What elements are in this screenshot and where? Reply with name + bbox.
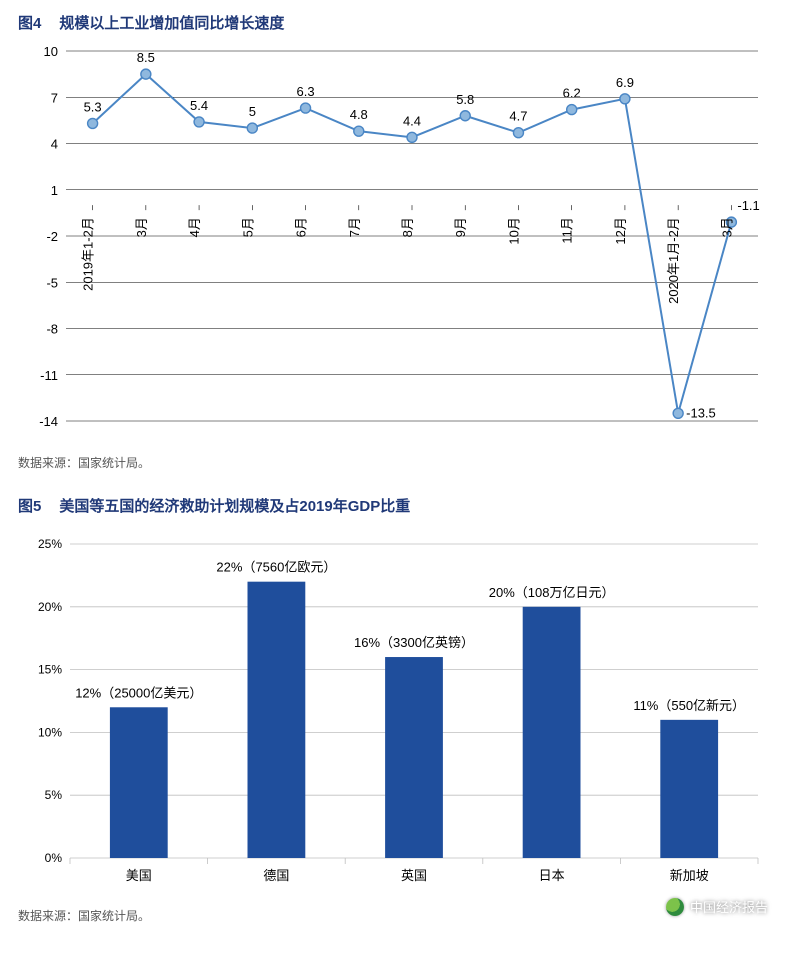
chart4-value-label: -1.1 bbox=[737, 198, 759, 213]
chart5-title-num: 图5 bbox=[18, 495, 41, 516]
chart4-category-label: 8月 bbox=[400, 217, 415, 237]
chart5-category-label: 日本 bbox=[539, 868, 565, 883]
chart4-value-label: 5.8 bbox=[456, 92, 474, 107]
chart4-category-label: 10月 bbox=[506, 217, 521, 244]
chart4-marker bbox=[567, 105, 577, 115]
chart4-value-label: 8.5 bbox=[137, 50, 155, 65]
chart4-value-label: 4.8 bbox=[350, 107, 368, 122]
chart4-ytick: 4 bbox=[51, 137, 58, 152]
chart5-bar-label: 11%（550亿新元） bbox=[633, 698, 745, 713]
chart5-bar bbox=[248, 582, 306, 858]
chart5-ytick: 0% bbox=[45, 851, 63, 865]
chart5-bar-label: 16%（3300亿英镑） bbox=[354, 635, 474, 650]
chart4-block: 图4 规模以上工业增加值同比增长速度 -14 -11 -8 -5 -2 1 4 7 10 5.3 2… bbox=[18, 12, 780, 471]
chart5-category-label: 美国 bbox=[126, 868, 152, 883]
chart4-marker bbox=[88, 118, 98, 128]
chart5-title-row: 图5 美国等五国的经济救助计划规模及占2019年GDP比重 bbox=[18, 495, 780, 516]
chart5-ytick: 20% bbox=[38, 600, 62, 614]
chart4-title-row: 图4 规模以上工业增加值同比增长速度 bbox=[18, 12, 780, 33]
chart4-value-label: 6.9 bbox=[616, 75, 634, 90]
chart4-value-label: 6.3 bbox=[296, 84, 314, 99]
chart5-ytick: 10% bbox=[38, 725, 62, 739]
chart4-ytick: -5 bbox=[46, 275, 58, 290]
chart5-svg: 0% 5% 10% 15% 20% 25% 12%（25000亿美元） 美国 22%（7560亿… bbox=[18, 524, 778, 894]
watermark-text: 中国经济报告 bbox=[690, 897, 768, 916]
chart4-marker bbox=[141, 69, 151, 79]
chart4-value-label: -13.5 bbox=[686, 405, 716, 420]
chart4-marker bbox=[301, 103, 311, 113]
chart4-marker bbox=[407, 132, 417, 142]
chart4-value-label: 5.3 bbox=[84, 99, 102, 114]
chart4-marker bbox=[247, 123, 257, 133]
chart4-ytick: 1 bbox=[51, 183, 58, 198]
chart5-category-label: 新加坡 bbox=[670, 868, 709, 883]
chart4-category-label: 3月 bbox=[719, 217, 734, 237]
chart4-category-label: 2020年1月-2月 bbox=[666, 217, 681, 304]
chart5-category-label: 德国 bbox=[263, 868, 289, 883]
chart5-bar bbox=[110, 707, 168, 858]
chart5-ytick: 25% bbox=[38, 537, 62, 551]
chart4-marker bbox=[194, 117, 204, 127]
chart5-category-label: 英国 bbox=[401, 868, 427, 883]
chart4-category-label: 7月 bbox=[347, 217, 362, 237]
chart4-category-label: 5月 bbox=[240, 217, 255, 237]
chart5-bar bbox=[660, 720, 718, 858]
chart4-value-label: 6.2 bbox=[563, 86, 581, 101]
chart4-value-label: 5 bbox=[249, 104, 256, 119]
watermark-logo-icon bbox=[666, 898, 684, 916]
watermark: 中国经济报告 bbox=[666, 897, 768, 916]
chart4-category-label: 6月 bbox=[294, 217, 309, 237]
chart4-category-label: 2019年1-2月 bbox=[81, 217, 96, 291]
chart4-source: 数据来源：国家统计局。 bbox=[18, 454, 780, 471]
chart4-marker bbox=[513, 128, 523, 138]
chart4-title-num: 图4 bbox=[18, 12, 41, 33]
chart5-ytick: 5% bbox=[45, 788, 63, 802]
chart5-bar-label: 12%（25000亿美元） bbox=[75, 685, 202, 700]
chart4-marker bbox=[354, 126, 364, 136]
chart5-bar bbox=[385, 657, 443, 858]
chart4-value-label: 4.4 bbox=[403, 113, 421, 128]
chart4-title-text: 规模以上工业增加值同比增长速度 bbox=[59, 12, 284, 33]
chart5-bar-label: 22%（7560亿欧元） bbox=[216, 560, 336, 575]
chart4-value-label: 5.4 bbox=[190, 98, 208, 113]
chart4-svg-wrap: -14 -11 -8 -5 -2 1 4 7 10 5.3 2019年1-2月 8.5 3月 5.4 4月 5… bbox=[18, 41, 780, 446]
chart4-ytick: -14 bbox=[39, 414, 58, 429]
chart4-marker bbox=[673, 408, 683, 418]
chart4-category-label: 11月 bbox=[560, 217, 575, 244]
chart5-block: 图5 美国等五国的经济救助计划规模及占2019年GDP比重 0% 5% 10% 15%… bbox=[18, 495, 780, 924]
chart4-marker bbox=[460, 111, 470, 121]
chart4-category-label: 3月 bbox=[134, 217, 149, 237]
chart4-marker bbox=[620, 94, 630, 104]
chart5-title-text: 美国等五国的经济救助计划规模及占2019年GDP比重 bbox=[59, 495, 410, 516]
chart4-ytick: 10 bbox=[44, 44, 58, 59]
chart4-ytick: 7 bbox=[51, 90, 58, 105]
chart4-category-label: 4月 bbox=[187, 217, 202, 237]
chart4-svg: -14 -11 -8 -5 -2 1 4 7 10 5.3 2019年1-2月 8.5 3月 5.4 4月 5… bbox=[18, 41, 778, 441]
chart4-ytick: -2 bbox=[46, 229, 58, 244]
chart5-bar bbox=[523, 607, 581, 858]
chart4-value-label: 4.7 bbox=[509, 109, 527, 124]
chart5-svg-wrap: 0% 5% 10% 15% 20% 25% 12%（25000亿美元） 美国 22%（7560亿… bbox=[18, 524, 780, 899]
chart4-category-label: 12月 bbox=[613, 217, 628, 244]
chart4-category-label: 9月 bbox=[453, 217, 468, 237]
chart5-ytick: 15% bbox=[38, 663, 62, 677]
chart4-ytick: -8 bbox=[46, 322, 58, 337]
chart4-ytick: -11 bbox=[40, 368, 58, 383]
chart5-bar-label: 20%（108万亿日元） bbox=[489, 585, 615, 600]
